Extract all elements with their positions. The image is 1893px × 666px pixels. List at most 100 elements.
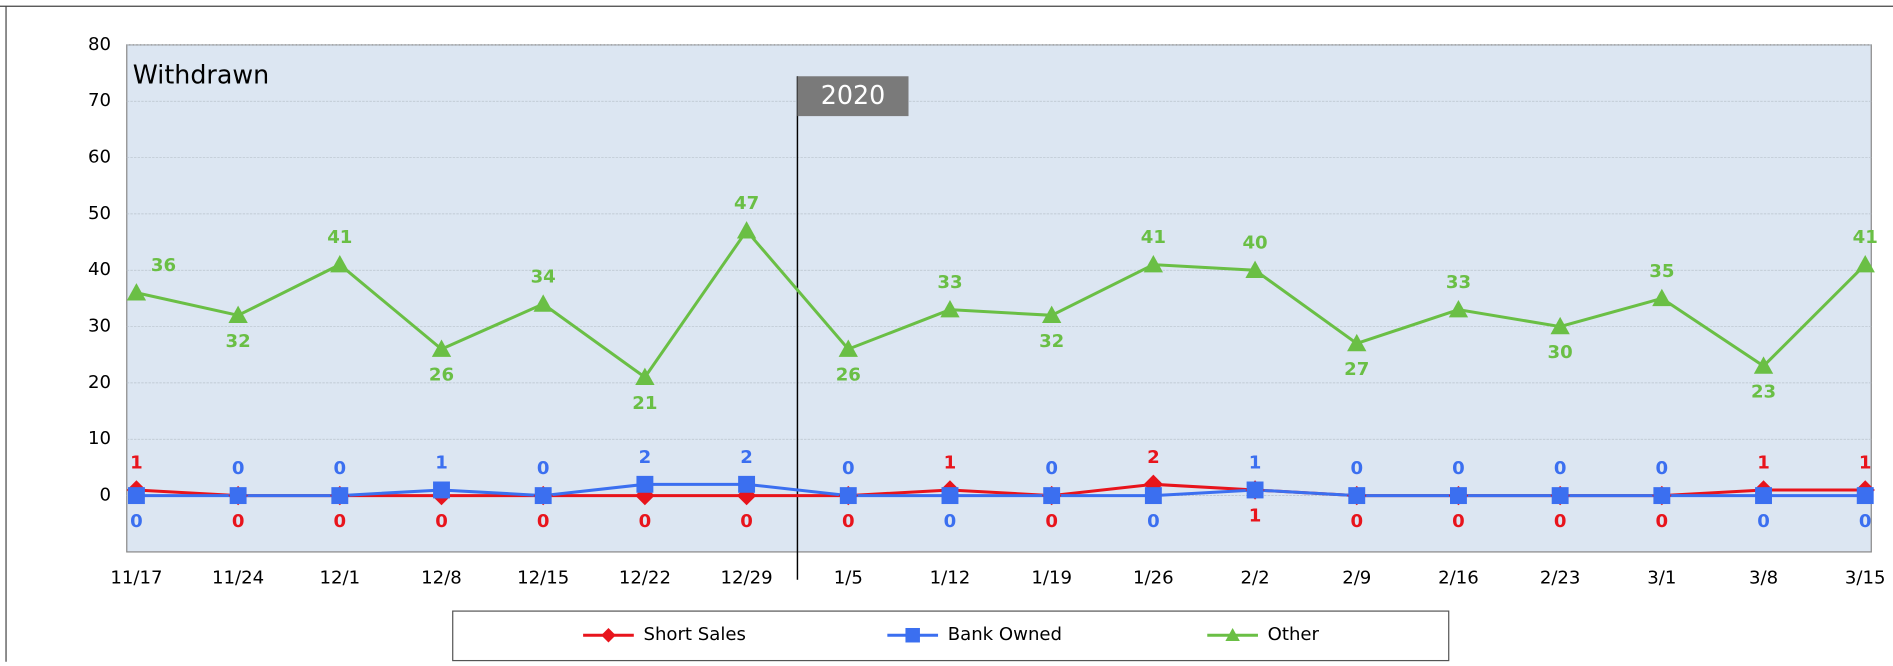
data-label: 35 <box>1649 261 1674 282</box>
y-tick-label: 80 <box>88 34 111 55</box>
data-label: 0 <box>1350 511 1363 532</box>
data-label: 1 <box>1249 452 1262 473</box>
data-label: 2 <box>740 447 753 468</box>
data-label: 30 <box>1548 342 1573 363</box>
data-label: 41 <box>1853 227 1878 248</box>
marker <box>1652 288 1672 307</box>
marker <box>905 627 920 643</box>
y-tick-label: 30 <box>88 316 111 337</box>
marker <box>126 283 147 301</box>
data-label: 0 <box>1656 458 1669 479</box>
marker <box>839 487 857 505</box>
marker <box>1551 487 1569 505</box>
y-tick-label: 60 <box>88 147 111 168</box>
legend-label: Bank Owned <box>948 624 1062 645</box>
marker <box>940 300 960 318</box>
data-label: 2 <box>639 447 652 468</box>
marker <box>1246 481 1264 499</box>
data-label: 0 <box>232 511 245 532</box>
x-tick-label: 2/23 <box>1540 567 1581 588</box>
marker <box>534 487 552 505</box>
legend-label: Other <box>1268 624 1320 645</box>
marker <box>1653 487 1671 505</box>
marker <box>1856 487 1874 505</box>
marker <box>433 481 450 499</box>
data-label: 41 <box>1141 227 1166 248</box>
x-tick-label: 12/22 <box>619 567 671 588</box>
data-label: 0 <box>232 458 245 479</box>
marker <box>229 487 247 505</box>
x-tick-label: 3/1 <box>1647 567 1676 588</box>
data-label: 0 <box>1554 511 1567 532</box>
series-line <box>136 482 1866 498</box>
marker <box>838 339 858 357</box>
marker <box>941 487 959 505</box>
marker <box>431 339 452 357</box>
marker <box>1143 254 1164 273</box>
data-label: 33 <box>937 272 962 293</box>
data-label: 36 <box>151 255 176 276</box>
data-label: 0 <box>1147 511 1160 532</box>
y-tick-label: 40 <box>88 259 111 280</box>
marker <box>635 367 655 386</box>
marker <box>127 487 145 505</box>
marker <box>1225 627 1240 642</box>
data-label: 0 <box>1350 458 1363 479</box>
data-label: 0 <box>130 511 143 532</box>
data-label: 33 <box>1446 272 1471 293</box>
x-tick-label: 2/16 <box>1438 567 1479 588</box>
x-tick-label: 1/26 <box>1133 567 1174 588</box>
x-tick-label: 2/2 <box>1241 567 1270 588</box>
x-tick-label: 12/15 <box>517 567 569 588</box>
data-label: 41 <box>327 227 352 248</box>
marker <box>1448 300 1469 318</box>
marker <box>1042 305 1062 324</box>
x-tick-label: 12/1 <box>319 567 360 588</box>
data-label: 0 <box>334 458 347 479</box>
data-label: 0 <box>334 511 347 532</box>
data-label: 32 <box>226 331 251 352</box>
x-tick-label: 3/8 <box>1749 567 1778 588</box>
data-label: 0 <box>435 511 448 532</box>
data-label: 1 <box>1249 506 1262 527</box>
marker <box>1144 487 1162 505</box>
data-label: 0 <box>1452 511 1465 532</box>
x-tick-label: 3/15 <box>1845 567 1886 588</box>
y-tick-label: 0 <box>100 485 112 506</box>
marker <box>1755 487 1772 505</box>
data-label: 27 <box>1344 359 1369 380</box>
annotation-box <box>797 76 909 117</box>
data-label: 0 <box>1757 511 1770 532</box>
marker <box>330 254 350 273</box>
chart-title: Withdrawn <box>133 59 269 89</box>
data-label: 2 <box>1147 447 1160 468</box>
data-label: 0 <box>842 511 855 532</box>
marker <box>228 305 248 324</box>
marker <box>1043 487 1061 505</box>
marker <box>1245 260 1265 278</box>
x-tick-label: 1/12 <box>930 567 971 588</box>
annotation-label: 2020 <box>821 80 886 110</box>
data-label: 1 <box>944 452 957 473</box>
data-label: 21 <box>632 393 657 414</box>
x-tick-label: 2/9 <box>1342 567 1371 588</box>
data-label: 26 <box>836 365 861 386</box>
marker <box>1450 487 1467 505</box>
x-tick-label: 11/24 <box>212 567 264 588</box>
x-tick-label: 11/17 <box>110 567 162 588</box>
data-label: 40 <box>1242 233 1267 254</box>
x-tick-label: 1/5 <box>834 567 863 588</box>
data-label: 26 <box>429 365 454 386</box>
marker <box>738 475 756 493</box>
data-label: 1 <box>1859 452 1872 473</box>
y-tick-label: 10 <box>88 428 111 449</box>
x-tick-label: 1/19 <box>1031 567 1072 588</box>
data-label: 1 <box>130 452 143 473</box>
marker <box>533 294 553 312</box>
marker <box>736 221 757 239</box>
x-tick-label: 12/8 <box>421 567 462 588</box>
data-label: 0 <box>1859 511 1872 532</box>
data-label: 0 <box>1554 458 1567 479</box>
data-label: 0 <box>1045 511 1058 532</box>
